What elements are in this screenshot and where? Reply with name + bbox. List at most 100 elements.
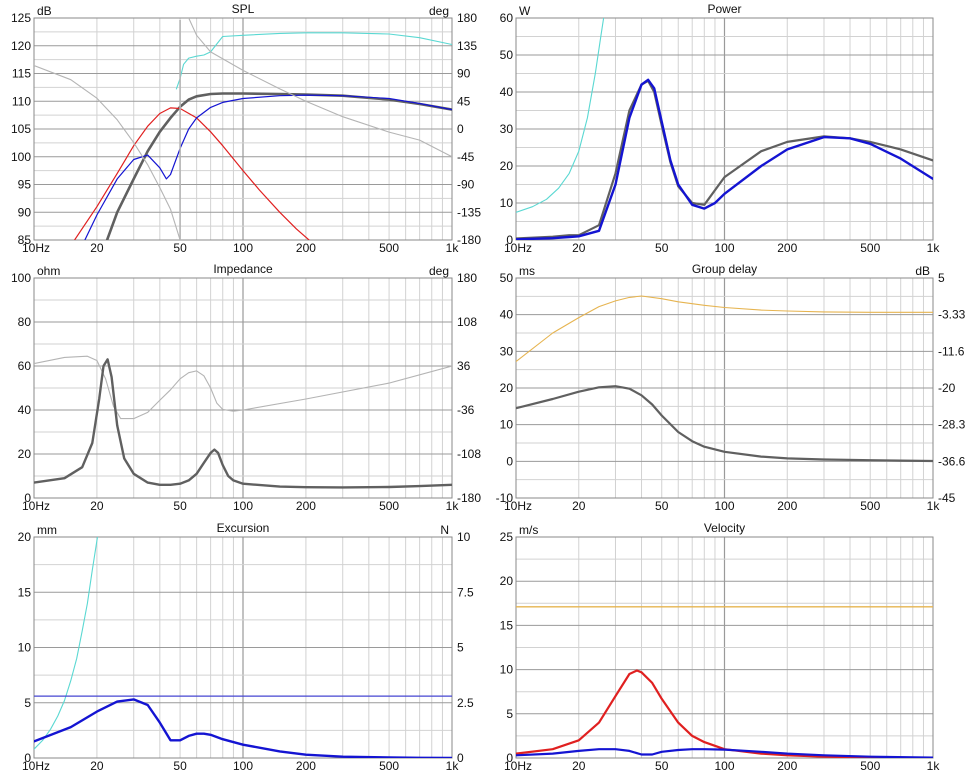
y-tick-label: 0 [506,233,513,247]
y-tick-label: -10 [496,491,514,505]
x-tick-label: 10Hz [22,759,50,773]
y-tick-label: 0 [506,751,513,765]
y-tick-label: 50 [500,48,514,62]
y2-tick-label: -45 [938,491,956,505]
y-tick-label: 80 [18,315,32,329]
y2-tick-label: -180 [457,491,481,505]
x-tick-label: 1k [446,499,460,513]
y-tick-label: 60 [500,11,514,25]
y-tick-label: 5 [506,707,513,721]
y-tick-label: 20 [500,381,514,395]
series-line-orange-db [516,295,933,363]
y2-tick-label: -36.6 [938,454,966,468]
y-tick-label: 100 [11,271,31,285]
y2-tick-label: -11.6 [938,344,965,358]
y-tick-label: 95 [18,178,32,192]
chart-group_delay: Group delay ms dB -10 0 10 20 30 40 50 -45 -36.6 -28… [496,262,966,513]
y2-tick-label: 10 [457,530,471,544]
chart-velocity: Velocity m/s 0 5 10 15 20 25 10Hz 20 50 100 200 500 1k [500,521,941,773]
x-tick-label: 200 [777,499,797,513]
y-tick-label: 20 [500,574,514,588]
y2-tick-label: -3.33 [938,308,966,322]
x-tick-label: 10Hz [504,241,532,255]
y-tick-label: 100 [11,150,31,164]
y-axis-label: m/s [519,523,538,537]
y2-tick-label: 180 [457,271,477,285]
chart-title: Group delay [692,262,757,276]
x-tick-label: 500 [379,241,399,255]
y2-tick-label: 180 [457,11,477,25]
y-tick-label: 20 [500,159,514,173]
y-tick-label: 25 [500,530,514,544]
y-tick-label: 90 [18,205,32,219]
series-group [516,606,933,758]
y-tick-label: 125 [11,11,31,25]
y-tick-label: 0 [24,751,31,765]
series-line-port-velocity [516,669,933,758]
y-tick-label: 15 [500,618,514,632]
chart-impedance: Impedance ohm deg 0 20 40 60 80 100 -180 -108 -36 36… [11,262,481,513]
x-tick-label: 50 [173,241,187,255]
y-tick-label: 85 [18,233,32,247]
x-tick-label: 200 [777,759,797,773]
x-tick-label: 100 [233,499,253,513]
y-axis-label: mm [37,523,57,537]
y2-tick-label: 0 [457,751,464,765]
y2-tick-label: 108 [457,315,477,329]
x-tick-label: 100 [233,759,253,773]
y-tick-label: 10 [500,196,514,210]
y-tick-label: 40 [500,308,514,322]
x-tick-label: 1k [927,241,941,255]
y-axis-label: ms [519,264,535,278]
y-tick-label: 40 [500,85,514,99]
x-tick-label: 500 [860,241,880,255]
series-line-group-delay [516,385,933,463]
series-line-power-blue [516,78,933,240]
x-tick-label: 500 [379,499,399,513]
y-tick-label: 10 [500,663,514,677]
x-tick-label: 500 [860,499,880,513]
plot-frame [33,536,453,759]
chart-title: Excursion [217,521,270,535]
y2-tick-label: 2.5 [457,696,474,710]
y2-tick-label: 5 [457,641,464,655]
y-tick-label: 0 [24,491,31,505]
y-tick-label: 60 [18,359,32,373]
series-line-spl-driver [84,94,452,240]
x-tick-label: 1k [927,499,941,513]
y-axis-label: ohm [37,264,60,278]
x-tick-label: 50 [173,499,187,513]
x-tick-label: 200 [777,241,797,255]
x-tick-label: 20 [572,241,586,255]
x-tick-label: 50 [655,241,669,255]
y2-axis-label: N [440,523,449,537]
x-tick-label: 200 [296,759,316,773]
series-line-input-power [516,18,605,213]
series-line-impedance [34,358,452,489]
series-line-force [34,537,99,750]
x-tick-label: 500 [379,759,399,773]
y-tick-label: 10 [18,641,32,655]
x-tick-label: 10Hz [22,241,50,255]
y-tick-label: 5 [24,696,31,710]
x-tick-label: 1k [446,241,460,255]
plot-frame [515,277,934,499]
y-tick-label: 0 [506,454,513,468]
chart-title: Velocity [704,521,745,535]
x-tick-label: 1k [446,759,460,773]
x-tick-label: 20 [90,499,104,513]
y2-tick-label: 135 [457,39,477,53]
chart-power: Power W 0 10 20 30 40 50 60 10Hz 20 50 100 200 500 1k [500,2,941,255]
x-tick-label: 500 [860,759,880,773]
plot-frame [33,277,453,499]
y2-tick-label: 7.5 [457,585,474,599]
y2-axis-label: dB [915,264,930,278]
y2-tick-label: 90 [457,67,471,81]
y2-tick-label: 5 [938,271,945,285]
y-tick-label: 120 [11,39,31,53]
y-tick-label: 30 [500,344,514,358]
y2-tick-label: -20 [938,381,956,395]
chart-spl: SPL dB deg 85 90 95 100 105 110 115 120 125 -180 -135… [11,2,481,255]
